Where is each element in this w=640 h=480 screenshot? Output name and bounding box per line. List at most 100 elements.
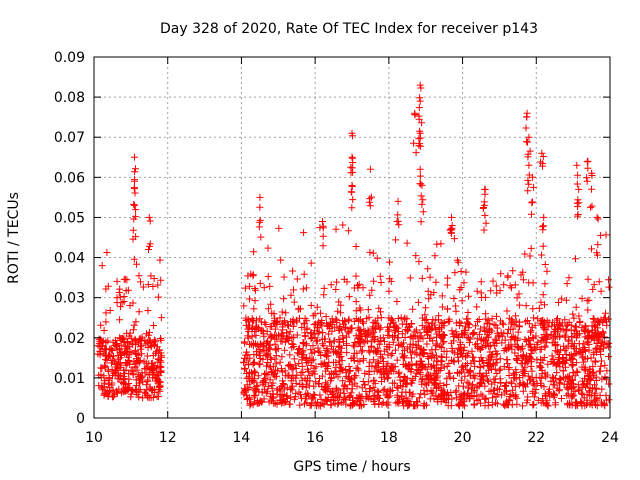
data-point [596,367,604,375]
data-point [555,387,563,395]
data-point [524,396,531,404]
data-point [529,334,537,342]
data-point [376,272,384,280]
data-point [584,306,592,314]
data-point [290,298,298,306]
data-point [426,349,434,357]
data-point [509,386,517,394]
data-point [327,375,335,383]
data-point [148,386,156,394]
data-point [416,94,424,102]
data-point [583,391,591,399]
data-point [387,316,395,324]
data-point [460,347,468,355]
data-point [301,332,309,340]
data-point [350,343,358,351]
data-point [130,321,138,329]
data-point [404,402,412,410]
data-point [334,349,342,357]
data-point [547,358,555,365]
data-point [422,315,430,323]
data-point [355,334,363,342]
data-point [129,299,137,307]
data-point [358,402,366,410]
data-point [583,158,591,166]
data-point [425,295,433,303]
data-point [100,327,108,334]
data-point [241,339,249,347]
data-point [438,292,446,300]
data-point [549,373,557,381]
data-point [352,372,360,380]
data-point [567,342,575,350]
data-point [392,236,400,244]
data-point [261,319,269,327]
data-point [529,173,537,181]
data-point [463,394,471,402]
data-point [150,322,158,329]
data-point [430,289,438,297]
data-point [241,364,249,372]
data-point [343,278,351,286]
data-point [131,335,139,343]
data-point [262,321,270,328]
data-point [485,343,493,351]
data-point [272,360,280,368]
data-point [499,321,507,329]
data-point [484,402,492,410]
data-point [157,351,165,359]
data-point [104,337,112,345]
data-point [274,317,282,325]
data-point [274,386,281,394]
data-point [416,129,424,137]
data-point [501,402,509,410]
data-point [493,384,501,392]
data-point [271,331,279,339]
data-point [578,400,586,407]
data-point [250,377,258,385]
data-point [260,284,268,292]
data-point [324,348,332,356]
data-point [300,340,307,348]
data-point [431,252,439,260]
data-point [340,382,348,390]
data-point [273,399,281,407]
data-point [370,328,378,336]
data-point [129,326,137,334]
data-point [403,345,411,353]
data-point [576,385,584,393]
data-point [392,346,399,354]
data-point [445,392,453,400]
data-point [589,315,597,322]
data-point [288,365,296,373]
data-point [448,229,455,237]
data-point [440,338,448,345]
data-point [502,381,509,389]
data-point [250,392,258,400]
data-point [313,337,321,345]
data-point [427,386,435,394]
data-point [597,231,605,239]
data-point [406,340,414,348]
data-point [458,376,466,384]
data-point [132,233,140,241]
data-point [267,300,275,308]
data-point [544,323,552,331]
data-point [572,350,580,357]
data-point [354,282,361,289]
data-point [345,329,353,337]
data-point [527,376,535,384]
data-point [330,397,337,404]
data-point [381,338,388,346]
data-point [445,369,453,377]
data-point [346,402,354,410]
data-point [597,287,605,295]
data-point [595,317,603,325]
data-point [262,339,270,347]
data-point [440,331,448,339]
data-point [293,275,301,283]
data-point [279,380,287,387]
data-point [115,289,123,296]
data-point [528,199,536,207]
data-point [117,361,125,369]
